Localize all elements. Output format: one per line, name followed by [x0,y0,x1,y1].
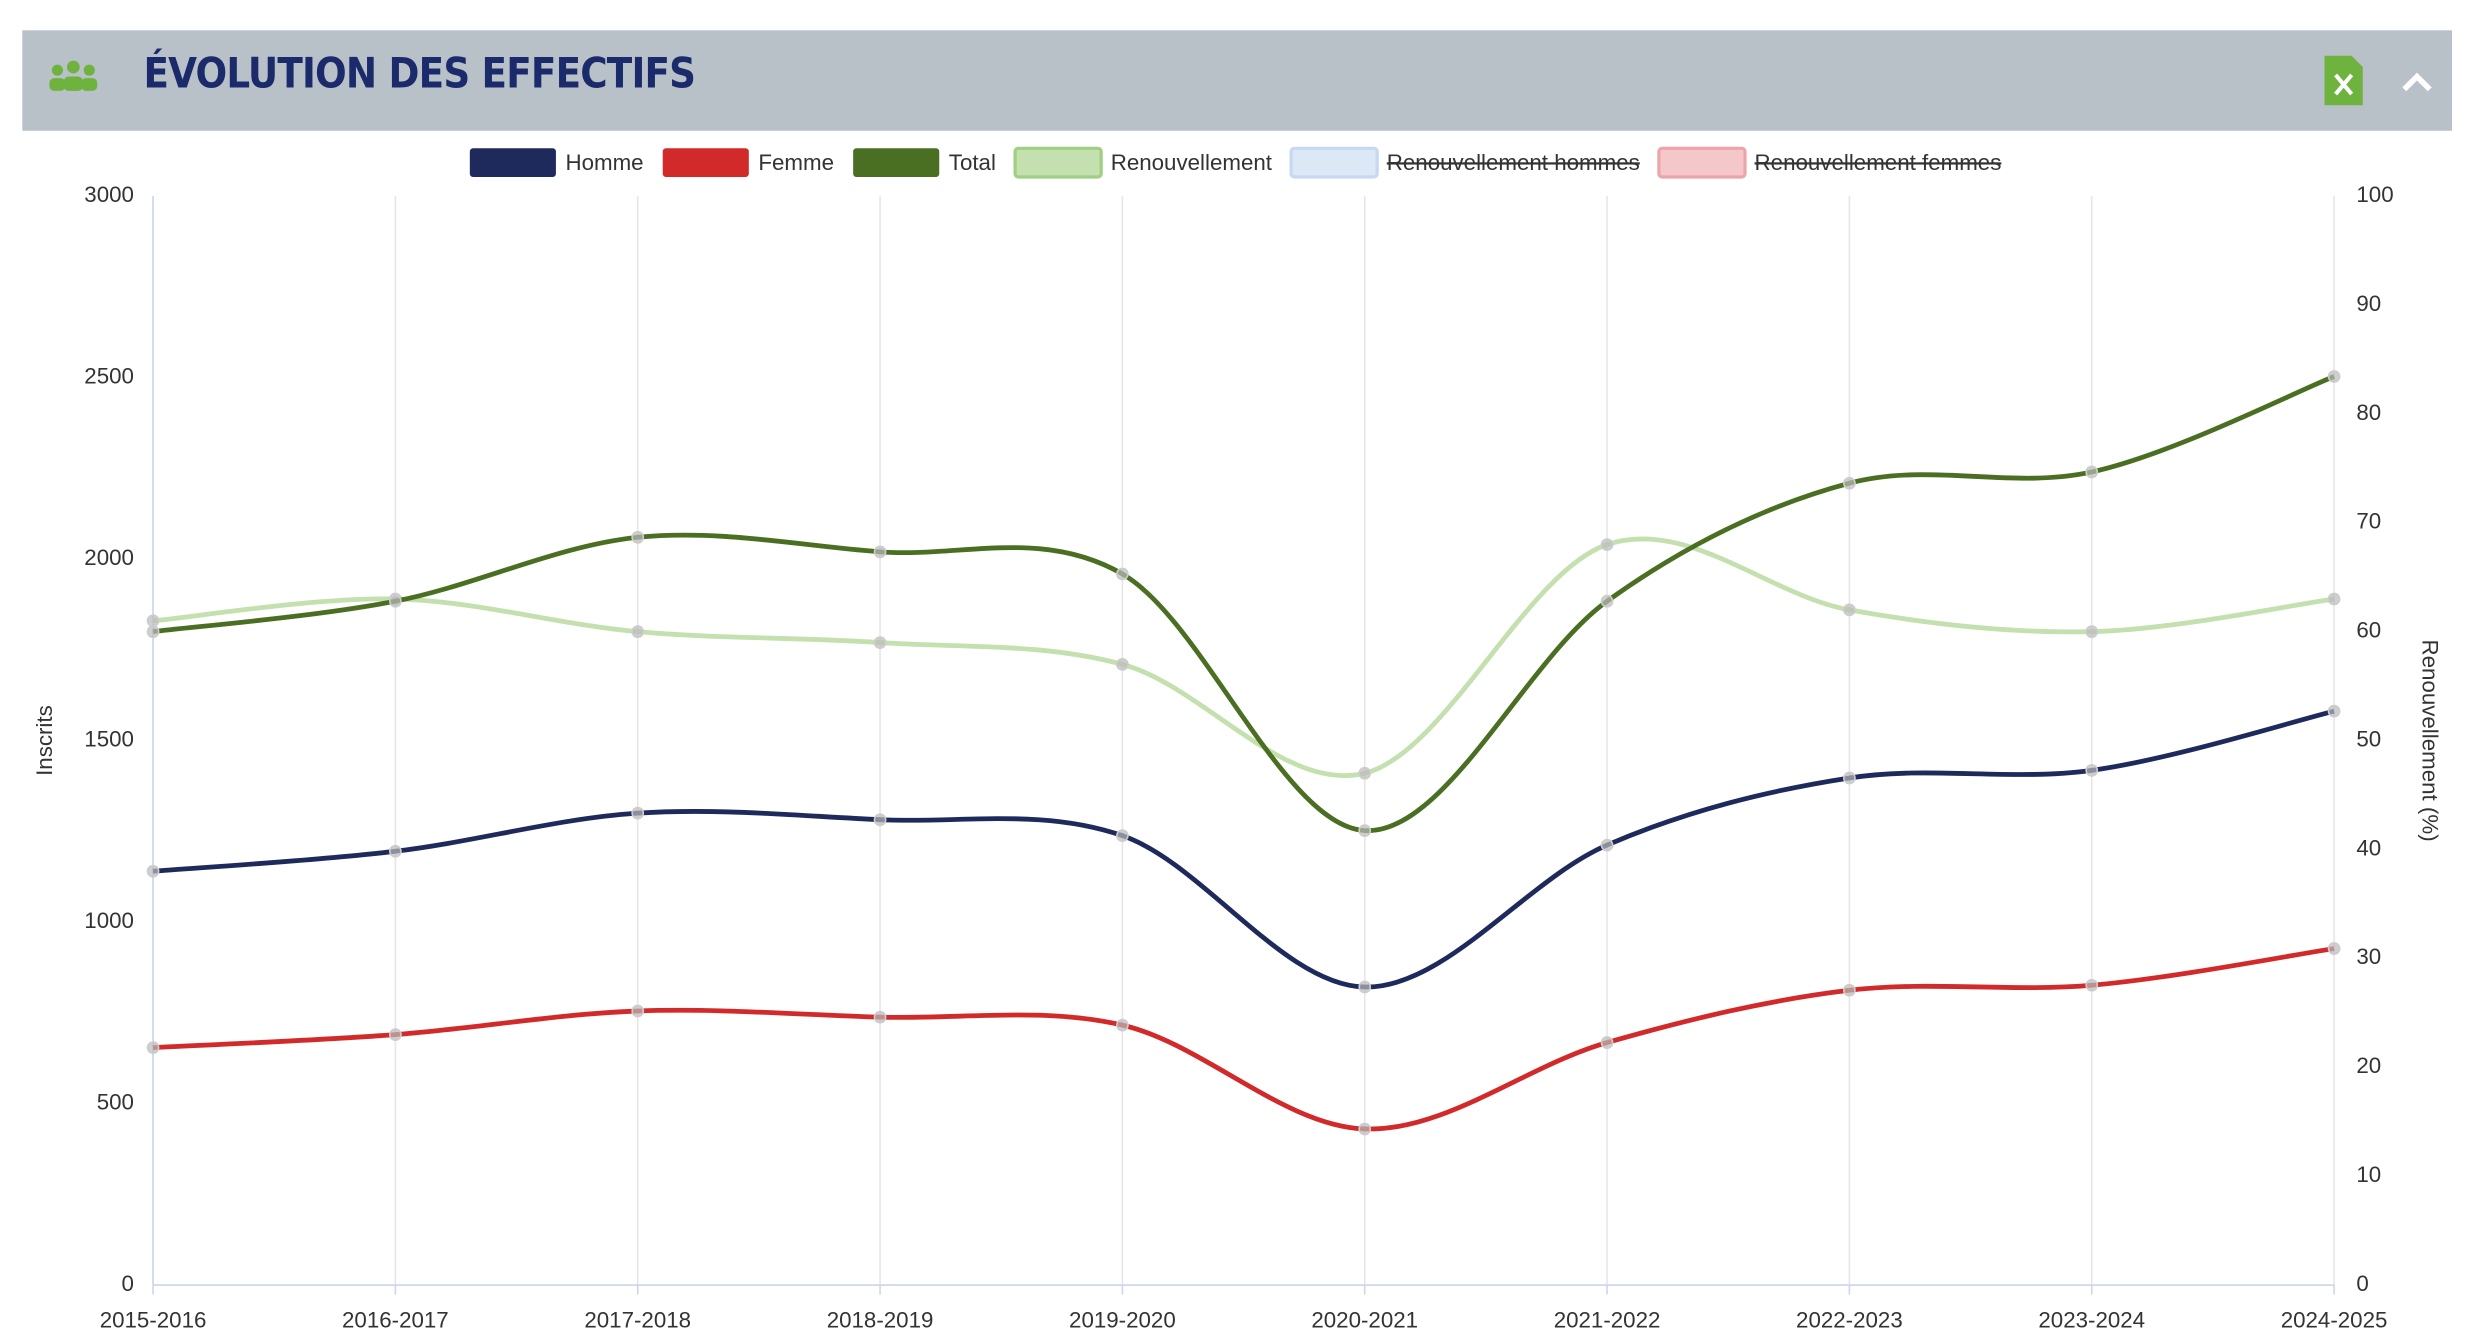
x-tick-label: 2020-2021 [1311,1308,1418,1330]
legend-item[interactable]: Renouvellement femmes [1657,146,2002,179]
data-point [1600,1036,1614,1049]
y2-tick-label: 30 [2356,944,2381,969]
data-point [1843,476,1856,490]
legend-swatch [662,148,749,177]
data-point [2327,942,2341,955]
data-point [2327,704,2341,718]
legend-swatch [1657,146,1747,179]
data-point [1358,824,1372,837]
data-point [1600,838,1614,852]
legend-label: Renouvellement femmes [1755,150,2002,175]
legend: Homme Femme Total Renouvellement Renouvellem… [469,146,2002,179]
y2-tick-label: 70 [2356,509,2381,534]
y2-axis-title: Renouvellement (%) [2417,639,2442,841]
data-point [146,1041,160,1055]
data-point [146,864,160,878]
data-point [631,806,645,820]
people-icon [49,60,98,91]
data-point [1358,980,1372,994]
x-tick-label: 2019-2020 [1069,1308,1176,1330]
x-tick-label: 2018-2019 [827,1308,934,1330]
y2-tick-label: 90 [2356,291,2381,316]
data-point [873,545,887,559]
y2-tick-label: 40 [2356,835,2381,860]
legend-swatch [853,148,940,177]
y-tick-label: 0 [122,1271,134,1296]
legend-label: Total [949,150,996,175]
data-point [389,1028,402,1041]
y-tick-label: 3000 [84,182,134,207]
y2-tick-label: 100 [2356,182,2393,207]
data-point [1116,657,1129,671]
y2-tick-label: 50 [2356,726,2381,751]
y2-tick-label: 80 [2356,400,2381,425]
legend-label: Renouvellement hommes [1387,150,1640,175]
data-point [873,636,887,649]
data-point [1843,983,1856,997]
data-point [631,625,645,639]
legend-item[interactable]: Total [853,148,996,177]
y-tick-label: 500 [97,1089,134,1114]
x-tick-label: 2017-2018 [584,1308,691,1330]
data-point [2085,465,2099,479]
series-line [152,536,2335,778]
data-point [631,1004,645,1018]
data-point [2085,625,2099,639]
legend-item[interactable]: Renouvellement hommes [1289,146,1640,179]
y-tick-label: 1000 [84,908,134,933]
legend-label: Renouvellement [1111,150,1273,175]
data-point [1358,766,1372,780]
data-point [631,530,645,544]
data-point [2327,370,2341,383]
legend-label: Homme [565,150,643,175]
data-point [2327,592,2341,606]
data-point [1600,538,1614,551]
y2-tick-label: 0 [2356,1271,2368,1296]
data-point [2085,763,2099,777]
legend-swatch [1013,146,1103,179]
legend-label: Femme [758,150,834,175]
y-tick-label: 2500 [84,363,134,388]
data-point [1600,594,1614,608]
series-line [152,708,2335,990]
x-tick-label: 2023-2024 [2038,1308,2145,1330]
excel-export[interactable] [2324,55,2363,106]
data-point [873,813,887,827]
data-point [146,625,160,639]
y-tick-label: 2000 [84,545,134,570]
data-point [1116,1018,1129,1032]
y-tick-label: 1500 [84,726,134,751]
data-point [1358,1122,1372,1136]
data-point [1843,603,1856,617]
y2-tick-label: 10 [2356,1162,2381,1187]
x-tick-label: 2022-2023 [1796,1308,1903,1330]
series-line [152,374,2335,833]
data-point [146,614,160,628]
data-point [389,594,402,608]
x-tick-label: 2015-2016 [100,1308,207,1330]
x-tick-label: 2024-2025 [2281,1308,2388,1330]
legend-item[interactable]: Renouvellement [1013,146,1273,179]
x-tick-label: 2021-2022 [1554,1308,1661,1330]
legend-item[interactable]: Femme [662,148,834,177]
y2-tick-label: 20 [2356,1053,2381,1078]
legend-swatch [1289,146,1379,179]
legend-item[interactable]: Homme [469,148,644,177]
series-line [152,946,2335,1132]
data-point [2085,978,2099,992]
y-axis-title: Inscrits [32,705,57,776]
header-bar [22,30,2453,131]
data-point [1843,771,1856,785]
legend-swatch [469,148,556,177]
y2-tick-label: 60 [2356,618,2381,643]
data-point [873,1010,887,1024]
data-point [389,844,402,858]
data-point [1116,829,1129,843]
header-title: ÉVOLUTION DES EFFECTIFS [143,50,695,98]
collapse-button[interactable] [2402,72,2432,92]
x-tick-label: 2016-2017 [342,1308,449,1330]
data-point [1116,567,1129,581]
